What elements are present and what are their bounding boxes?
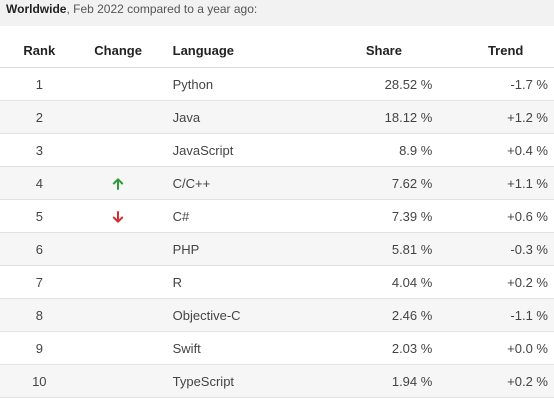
share-cell: 7.62 % <box>275 166 436 200</box>
trend-cell: +0.4 % <box>435 133 554 167</box>
share-cell: 7.39 % <box>275 199 436 233</box>
share-cell: 2.03 % <box>275 331 436 365</box>
language-ranking-table: Rank Change Language Share Trend 1 Python… <box>0 34 554 398</box>
share-cell: 2.46 % <box>275 298 436 332</box>
header-share: Share <box>275 34 436 68</box>
language-cell: C# <box>157 199 276 233</box>
rank-cell: 7 <box>0 265 79 299</box>
table-row: 5 C# 7.39 % +0.6 % <box>0 199 554 233</box>
trend-cell: +1.2 % <box>435 100 554 134</box>
rank-cell: 5 <box>0 199 79 233</box>
table-row: 6 PHP 5.81 % -0.3 % <box>0 232 554 266</box>
share-cell: 8.9 % <box>275 133 436 167</box>
down-arrow-icon <box>111 210 125 224</box>
table-row: 8 Objective-C 2.46 % -1.1 % <box>0 298 554 332</box>
table-row: 10 TypeScript 1.94 % +0.2 % <box>0 364 554 398</box>
table-row: 1 Python 28.52 % -1.7 % <box>0 67 554 101</box>
share-cell: 5.81 % <box>275 232 436 266</box>
header-change: Change <box>78 34 158 68</box>
header-language: Language <box>157 34 276 68</box>
rank-cell: 4 <box>0 166 79 200</box>
change-cell <box>78 232 158 266</box>
table-row: 9 Swift 2.03 % +0.0 % <box>0 331 554 365</box>
change-cell <box>78 199 158 233</box>
change-cell <box>78 133 158 167</box>
change-cell <box>78 67 158 101</box>
rank-cell: 9 <box>0 331 79 365</box>
share-cell: 18.12 % <box>275 100 436 134</box>
language-cell: TypeScript <box>157 364 276 398</box>
rank-cell: 6 <box>0 232 79 266</box>
change-cell <box>78 331 158 365</box>
trend-cell: -1.7 % <box>435 67 554 101</box>
trend-cell: +0.2 % <box>435 364 554 398</box>
language-cell: Objective-C <box>157 298 276 332</box>
language-cell: Swift <box>157 331 276 365</box>
share-cell: 1.94 % <box>275 364 436 398</box>
caption-region: Worldwide <box>6 2 67 16</box>
header-trend: Trend <box>435 34 554 68</box>
rank-cell: 1 <box>0 67 79 101</box>
table-row: 7 R 4.04 % +0.2 % <box>0 265 554 299</box>
trend-cell: +0.2 % <box>435 265 554 299</box>
table-row: 2 Java 18.12 % +1.2 % <box>0 100 554 134</box>
rank-cell: 8 <box>0 298 79 332</box>
change-cell <box>78 100 158 134</box>
rank-cell: 10 <box>0 364 79 398</box>
change-cell <box>78 364 158 398</box>
language-cell: JavaScript <box>157 133 276 167</box>
table-row: 4 C/C++ 7.62 % +1.1 % <box>0 166 554 200</box>
up-arrow-icon <box>111 177 125 191</box>
change-cell <box>78 298 158 332</box>
language-cell: Python <box>157 67 276 101</box>
header-rank: Rank <box>0 34 79 68</box>
share-cell: 28.52 % <box>275 67 436 101</box>
rank-cell: 3 <box>0 133 79 167</box>
share-cell: 4.04 % <box>275 265 436 299</box>
trend-cell: +0.6 % <box>435 199 554 233</box>
language-cell: Java <box>157 100 276 134</box>
table-row: 3 JavaScript 8.9 % +0.4 % <box>0 133 554 167</box>
language-cell: PHP <box>157 232 276 266</box>
table-caption: Worldwide, Feb 2022 compared to a year a… <box>0 0 554 26</box>
change-cell <box>78 166 158 200</box>
change-cell <box>78 265 158 299</box>
language-cell: C/C++ <box>157 166 276 200</box>
table-header-row: Rank Change Language Share Trend <box>0 34 554 68</box>
rank-cell: 2 <box>0 100 79 134</box>
language-cell: R <box>157 265 276 299</box>
trend-cell: -0.3 % <box>435 232 554 266</box>
caption-text: , Feb 2022 compared to a year ago: <box>66 2 258 16</box>
trend-cell: -1.1 % <box>435 298 554 332</box>
trend-cell: +1.1 % <box>435 166 554 200</box>
trend-cell: +0.0 % <box>435 331 554 365</box>
